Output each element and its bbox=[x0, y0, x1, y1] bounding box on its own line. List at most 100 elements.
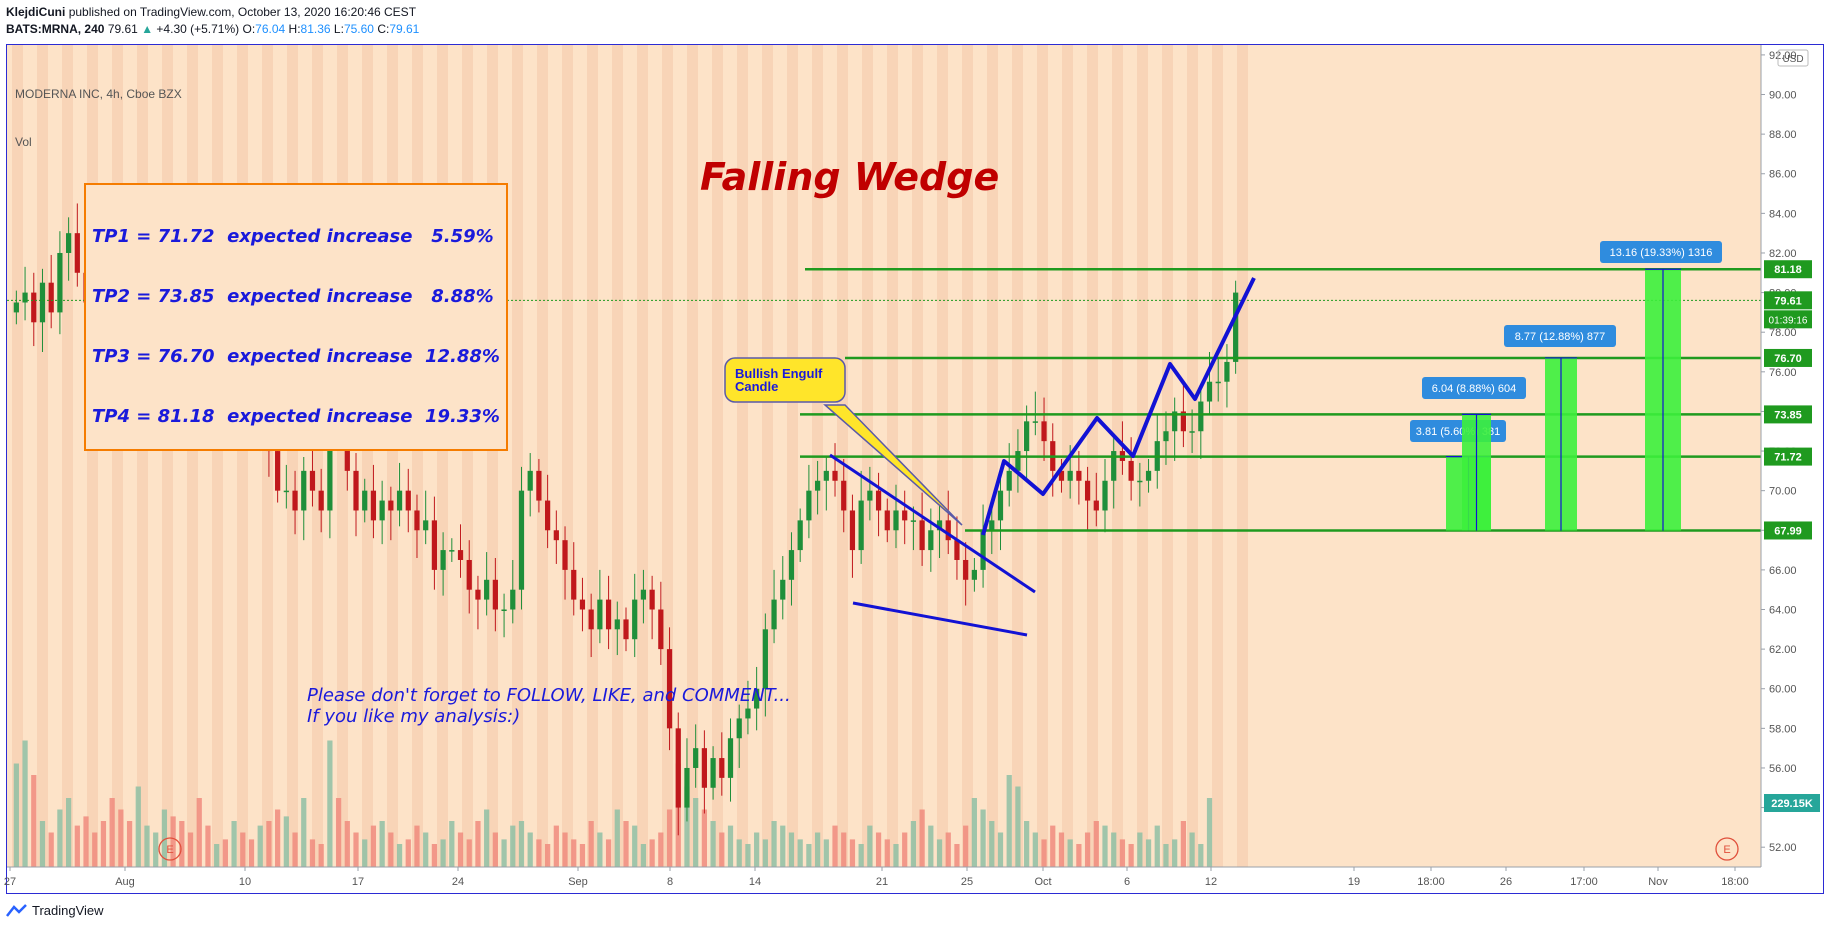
candle-body[interactable] bbox=[301, 470, 307, 511]
candle-body[interactable] bbox=[701, 748, 707, 788]
candle-body[interactable] bbox=[954, 540, 960, 560]
candle-body[interactable] bbox=[553, 530, 559, 541]
candle-body[interactable] bbox=[318, 490, 324, 511]
candle-body[interactable] bbox=[1172, 411, 1178, 432]
candle-body[interactable] bbox=[536, 470, 542, 501]
candle-body[interactable] bbox=[710, 758, 716, 788]
candle-body[interactable] bbox=[571, 569, 577, 600]
candle-body[interactable] bbox=[910, 520, 917, 522]
candle-body[interactable] bbox=[65, 233, 72, 253]
candle-body[interactable] bbox=[605, 599, 612, 630]
candle-body[interactable] bbox=[545, 500, 551, 531]
candle-body[interactable] bbox=[1102, 480, 1108, 511]
candle-body[interactable] bbox=[693, 748, 699, 768]
candle-body[interactable] bbox=[388, 500, 394, 511]
candle-body[interactable] bbox=[492, 579, 498, 610]
candle-body[interactable] bbox=[292, 490, 298, 511]
candle-body[interactable] bbox=[893, 510, 899, 531]
candle-body[interactable] bbox=[449, 550, 455, 552]
level-price-label-badge[interactable] bbox=[1764, 405, 1812, 424]
candle-body[interactable] bbox=[797, 520, 803, 551]
candle-body[interactable] bbox=[396, 490, 403, 511]
candle-body[interactable] bbox=[309, 470, 316, 491]
pattern-title[interactable]: Falling Wedge bbox=[700, 155, 1000, 199]
candle-body[interactable] bbox=[902, 510, 908, 521]
candle-body[interactable] bbox=[780, 579, 786, 600]
candle-body[interactable] bbox=[849, 510, 856, 551]
candle-body[interactable] bbox=[980, 530, 986, 570]
projection-label-badge[interactable] bbox=[1422, 377, 1526, 399]
candle-body[interactable] bbox=[928, 530, 934, 551]
candle-body[interactable] bbox=[614, 619, 620, 630]
candle-body[interactable] bbox=[39, 282, 46, 323]
candle-body[interactable] bbox=[658, 609, 664, 650]
candle-body[interactable] bbox=[405, 490, 411, 511]
candle-body[interactable] bbox=[1032, 421, 1038, 423]
candle-body[interactable] bbox=[562, 540, 568, 570]
candle-body[interactable] bbox=[771, 599, 777, 630]
targets-box[interactable]: TP1 = 71.72 expected increase 5.59% TP2 … bbox=[84, 183, 508, 451]
candle-body[interactable] bbox=[1198, 401, 1204, 432]
candle-body[interactable] bbox=[414, 510, 420, 531]
candle-body[interactable] bbox=[31, 292, 37, 323]
candle-body[interactable] bbox=[1015, 451, 1021, 471]
candle-body[interactable] bbox=[945, 520, 951, 541]
candle-body[interactable] bbox=[623, 619, 629, 640]
candle-body[interactable] bbox=[48, 282, 54, 313]
last-price-label-badge[interactable] bbox=[1764, 291, 1812, 310]
candle-body[interactable] bbox=[997, 490, 1004, 521]
candle-body[interactable] bbox=[440, 550, 446, 570]
candle-body[interactable] bbox=[875, 490, 882, 511]
candle-body[interactable] bbox=[649, 589, 655, 610]
candle-body[interactable] bbox=[1163, 431, 1169, 442]
earnings-marker[interactable] bbox=[158, 837, 182, 861]
candle-body[interactable] bbox=[353, 470, 359, 511]
candle-body[interactable] bbox=[283, 490, 289, 493]
candle-body[interactable] bbox=[1024, 421, 1030, 452]
candle-body[interactable] bbox=[518, 490, 525, 590]
candle-body[interactable] bbox=[22, 292, 28, 303]
candle-body[interactable] bbox=[919, 520, 925, 551]
follow-note[interactable]: Please don't forget to FOLLOW, LIKE, and… bbox=[307, 685, 791, 727]
level-price-label-badge[interactable] bbox=[1764, 521, 1812, 540]
candle-body[interactable] bbox=[1041, 421, 1047, 442]
candle-body[interactable] bbox=[814, 480, 821, 491]
candle-body[interactable] bbox=[510, 589, 516, 610]
candle-body[interactable] bbox=[57, 252, 63, 313]
tradingview-logo[interactable]: TradingView bbox=[6, 903, 104, 918]
candle-body[interactable] bbox=[858, 500, 864, 551]
candle-body[interactable] bbox=[806, 490, 812, 521]
candle-body[interactable] bbox=[13, 302, 19, 313]
candle-body[interactable] bbox=[1006, 470, 1012, 491]
candle-body[interactable] bbox=[640, 589, 647, 600]
candle-body[interactable] bbox=[867, 490, 873, 501]
candle-body[interactable] bbox=[1058, 470, 1065, 481]
candle-body[interactable] bbox=[457, 550, 464, 560]
projection-label-badge[interactable] bbox=[1504, 325, 1616, 347]
candle-body[interactable] bbox=[475, 589, 481, 600]
candle-body[interactable] bbox=[501, 609, 507, 612]
candle-body[interactable] bbox=[484, 579, 490, 600]
candle-body[interactable] bbox=[1189, 431, 1195, 433]
candle-body[interactable] bbox=[1093, 500, 1099, 511]
candle-body[interactable] bbox=[1111, 451, 1117, 481]
candle-body[interactable] bbox=[832, 470, 838, 481]
candle-body[interactable] bbox=[74, 233, 80, 273]
candle-body[interactable] bbox=[666, 649, 673, 729]
candle-body[interactable] bbox=[1137, 480, 1143, 483]
candle-body[interactable] bbox=[1215, 381, 1221, 384]
candle-body[interactable] bbox=[597, 599, 603, 630]
candle-body[interactable] bbox=[684, 767, 690, 808]
candle-body[interactable] bbox=[1128, 460, 1134, 481]
candle-body[interactable] bbox=[431, 520, 438, 570]
earnings-marker[interactable] bbox=[1715, 837, 1739, 861]
candle-body[interactable] bbox=[379, 500, 385, 521]
candle-body[interactable] bbox=[1084, 480, 1091, 501]
candle-body[interactable] bbox=[423, 520, 429, 531]
zigzag-path[interactable] bbox=[981, 277, 1256, 536]
candle-body[interactable] bbox=[884, 510, 890, 531]
candle-body[interactable] bbox=[823, 470, 829, 481]
wedge-lower-line[interactable] bbox=[852, 601, 1028, 637]
candle-body[interactable] bbox=[632, 599, 638, 640]
